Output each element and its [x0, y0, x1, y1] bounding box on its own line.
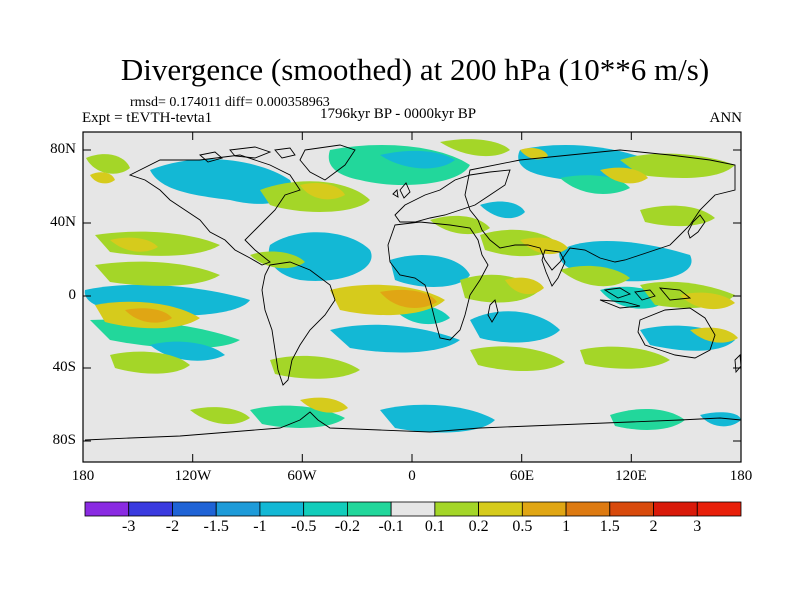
divergence-field	[84, 139, 741, 433]
colorbar-label: 0.1	[424, 518, 445, 535]
lon-label-60e: 60E	[509, 468, 535, 484]
colorbar-label: 0.2	[468, 518, 489, 535]
colorbar-box	[521, 501, 567, 517]
colorbar-box	[434, 501, 480, 517]
greenland-outline	[299, 144, 356, 181]
lon-label-120w: 120W	[174, 468, 212, 484]
colorbar-label: 2	[649, 518, 658, 535]
india-outline	[541, 249, 566, 287]
lon-label-120e: 120E	[615, 468, 647, 484]
map-plot-area	[83, 132, 741, 462]
colorbar-box	[172, 501, 217, 517]
arctic-islands-outline	[199, 146, 296, 163]
map-title: Divergence (smoothed) at 200 hPa (10**6 …	[120, 52, 710, 87]
colorbar-label: -0.2	[334, 518, 361, 535]
lat-label-80s: 80S	[52, 432, 76, 448]
north-america-outline	[128, 154, 301, 266]
colorbar-box	[478, 501, 523, 517]
asia-outline	[464, 149, 736, 271]
colorbar	[84, 501, 742, 517]
japan-outline	[687, 214, 706, 239]
colorbar-box	[696, 501, 742, 517]
lon-label-60w: 60W	[287, 468, 317, 484]
colorbar-box	[259, 501, 305, 517]
colorbar-box	[128, 501, 173, 517]
colorbar-box	[84, 501, 130, 517]
colorbar-box	[215, 501, 261, 517]
period-label: 1796kyr BP - 0000kyr BP	[320, 106, 477, 122]
indonesia-outline	[599, 287, 692, 309]
colorbar-box	[565, 501, 611, 517]
lon-ticks	[82, 132, 742, 462]
antarctica-outline	[84, 411, 741, 441]
experiment-label: Expt = tEVTH-tevta1	[82, 110, 213, 126]
colorbar-label: -1.5	[203, 518, 229, 535]
south-america-outline	[261, 261, 336, 386]
lon-label-180e: 180	[729, 468, 753, 484]
lat-label-0: 0	[68, 287, 77, 303]
madagascar-outline	[487, 299, 499, 323]
stats-text: rmsd= 0.174011 diff= 0.000358963	[130, 95, 330, 110]
colorbar-label: 0.5	[512, 518, 533, 535]
africa-outline	[387, 221, 489, 341]
europe-outline	[394, 169, 511, 223]
colorbar-label: -2	[165, 518, 180, 535]
colorbar-label: -1	[253, 518, 267, 535]
lat-label-40n: 40N	[50, 214, 76, 230]
continent-outlines	[84, 144, 741, 441]
colorbar-box	[653, 501, 698, 517]
lat-ticks	[83, 149, 741, 442]
season-label: ANN	[709, 110, 743, 126]
colorbar-box	[609, 501, 654, 517]
lon-label-0: 0	[408, 468, 416, 484]
colorbar-label: -0.1	[378, 518, 404, 535]
lat-label-40s: 40S	[52, 359, 76, 375]
lon-label-180w: 180	[71, 468, 95, 484]
colorbar-label: 1	[562, 518, 571, 535]
colorbar-label: -0.5	[290, 518, 317, 535]
colorbar-label: 1.5	[599, 518, 620, 535]
lat-label-80n: 80N	[50, 141, 76, 157]
colorbar-box	[390, 501, 436, 517]
british-isles-outline	[392, 182, 411, 199]
australia-outline	[637, 307, 716, 359]
colorbar-label: 3	[693, 518, 702, 535]
colorbar-box	[346, 501, 392, 517]
colorbar-box	[303, 501, 348, 517]
colorbar-label: -3	[122, 518, 136, 535]
